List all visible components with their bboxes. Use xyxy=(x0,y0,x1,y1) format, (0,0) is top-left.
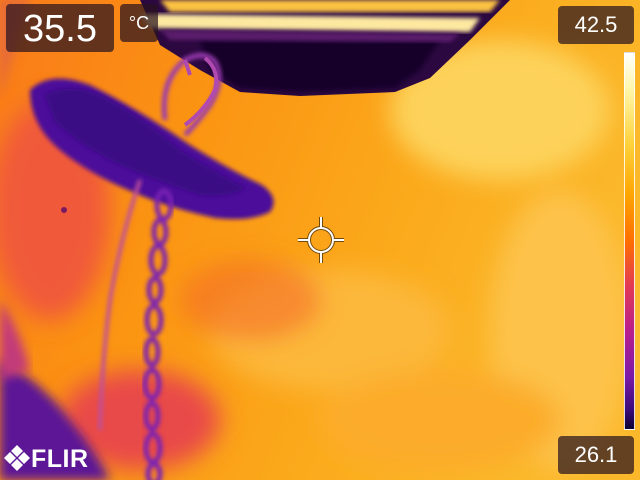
temperature-unit-label: °C xyxy=(120,4,158,42)
scale-max-value: 42.5 xyxy=(558,6,634,44)
flir-logo: FLIR xyxy=(4,442,104,476)
flir-logo-icon xyxy=(4,445,30,471)
temperature-color-scale-bar xyxy=(624,52,635,430)
scale-min-value: 26.1 xyxy=(558,436,634,474)
spot-temperature-readout: 35.5 xyxy=(6,4,114,52)
brand-label: FLIR xyxy=(31,445,89,473)
spot-meter-crosshair-icon xyxy=(298,217,344,263)
